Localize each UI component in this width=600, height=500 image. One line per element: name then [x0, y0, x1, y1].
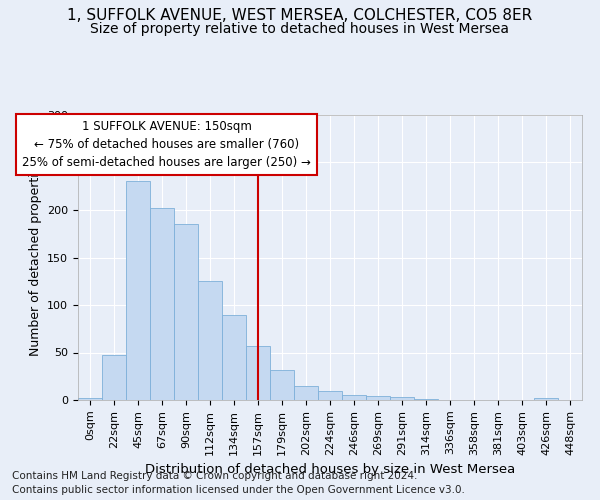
Bar — [126, 182, 150, 400]
Bar — [294, 386, 318, 400]
Bar — [102, 356, 126, 400]
Text: 1, SUFFOLK AVENUE, WEST MERSEA, COLCHESTER, CO5 8ER: 1, SUFFOLK AVENUE, WEST MERSEA, COLCHEST… — [67, 8, 533, 22]
Bar — [342, 395, 366, 400]
Y-axis label: Number of detached properties: Number of detached properties — [29, 159, 41, 356]
Bar — [270, 370, 294, 400]
Bar — [78, 398, 102, 400]
Bar — [366, 396, 390, 400]
Bar — [198, 281, 222, 400]
Bar — [246, 346, 270, 400]
Text: 1 SUFFOLK AVENUE: 150sqm
← 75% of detached houses are smaller (760)
25% of semi-: 1 SUFFOLK AVENUE: 150sqm ← 75% of detach… — [22, 120, 311, 169]
X-axis label: Distribution of detached houses by size in West Mersea: Distribution of detached houses by size … — [145, 463, 515, 476]
Text: Size of property relative to detached houses in West Mersea: Size of property relative to detached ho… — [91, 22, 509, 36]
Text: Contains HM Land Registry data © Crown copyright and database right 2024.: Contains HM Land Registry data © Crown c… — [12, 471, 418, 481]
Text: Contains public sector information licensed under the Open Government Licence v3: Contains public sector information licen… — [12, 485, 465, 495]
Bar — [318, 390, 342, 400]
Bar — [390, 397, 414, 400]
Bar — [222, 314, 246, 400]
Bar — [150, 208, 174, 400]
Bar — [534, 398, 558, 400]
Bar — [174, 224, 198, 400]
Bar — [414, 399, 438, 400]
